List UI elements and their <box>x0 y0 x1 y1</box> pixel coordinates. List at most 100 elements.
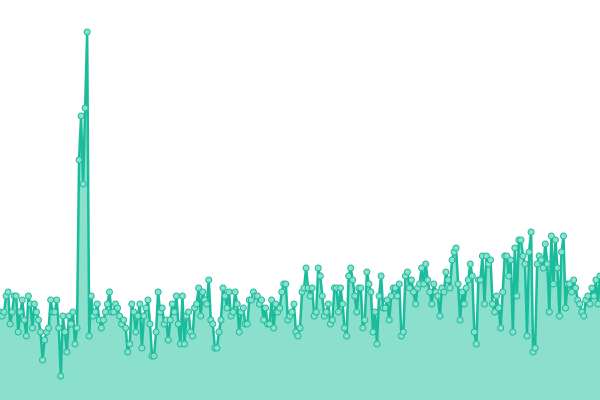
data-point <box>243 320 251 328</box>
data-point <box>114 304 122 312</box>
data-point <box>361 316 369 324</box>
data-point <box>444 276 452 284</box>
data-point <box>77 112 85 120</box>
data-point <box>158 304 166 312</box>
data-point <box>580 312 588 320</box>
data-point <box>180 340 188 348</box>
data-point <box>418 264 426 272</box>
data-point <box>383 296 391 304</box>
data-point <box>59 312 67 320</box>
data-point <box>491 308 499 316</box>
data-point <box>487 256 495 264</box>
data-point <box>353 308 361 316</box>
data-point <box>470 328 478 336</box>
data-point <box>493 292 501 300</box>
data-point <box>85 332 93 340</box>
data-point <box>57 372 65 380</box>
data-point <box>428 300 436 308</box>
data-point <box>448 256 456 264</box>
data-point <box>430 280 438 288</box>
data-point <box>130 308 138 316</box>
data-point <box>489 300 497 308</box>
data-point <box>462 284 470 292</box>
data-point <box>549 280 557 288</box>
data-point <box>424 276 432 284</box>
data-point <box>91 308 99 316</box>
data-point <box>30 300 38 308</box>
data-point <box>116 312 124 320</box>
data-point <box>174 320 182 328</box>
data-point <box>79 180 87 188</box>
data-point <box>517 236 525 244</box>
data-point <box>253 292 261 300</box>
data-point <box>229 308 237 316</box>
data-point <box>572 284 580 292</box>
data-point <box>39 356 47 364</box>
data-point <box>73 324 81 332</box>
data-point <box>513 292 521 300</box>
data-point <box>124 348 132 356</box>
data-point <box>373 340 381 348</box>
data-point <box>339 300 347 308</box>
data-point <box>302 264 310 272</box>
data-point <box>87 292 95 300</box>
data-point <box>166 316 174 324</box>
data-point <box>318 292 326 300</box>
data-point <box>422 260 430 268</box>
data-point <box>69 308 77 316</box>
data-point <box>363 268 371 276</box>
data-point <box>8 308 16 316</box>
data-point <box>543 260 551 268</box>
data-point <box>170 308 178 316</box>
data-point <box>405 284 413 292</box>
data-point <box>531 344 539 352</box>
data-point <box>391 284 399 292</box>
data-point <box>257 296 265 304</box>
data-point <box>288 308 296 316</box>
data-point <box>247 296 255 304</box>
data-point <box>81 104 89 112</box>
data-point <box>452 244 460 252</box>
data-point <box>308 284 316 292</box>
data-point <box>393 292 401 300</box>
data-point <box>99 316 107 324</box>
data-point <box>395 280 403 288</box>
data-point <box>566 280 574 288</box>
data-point <box>32 308 40 316</box>
data-point <box>178 292 186 300</box>
data-point <box>28 324 36 332</box>
data-point <box>24 292 32 300</box>
data-point <box>142 304 150 312</box>
data-point <box>110 308 118 316</box>
data-point <box>217 316 225 324</box>
data-point <box>154 288 162 296</box>
data-point <box>403 268 411 276</box>
data-point <box>122 324 130 332</box>
data-point <box>359 324 367 332</box>
data-point <box>527 228 535 236</box>
data-point <box>185 308 193 316</box>
data-point <box>545 308 553 316</box>
data-point <box>146 320 154 328</box>
data-point <box>436 312 444 320</box>
data-point <box>570 276 578 284</box>
data-point <box>65 312 73 320</box>
data-point <box>521 260 529 268</box>
data-point <box>172 292 180 300</box>
data-point <box>101 308 109 316</box>
data-point <box>268 296 276 304</box>
data-point <box>412 300 420 308</box>
data-point <box>557 248 565 256</box>
data-point <box>168 300 176 308</box>
data-point <box>197 312 205 320</box>
data-point <box>221 292 229 300</box>
data-point <box>337 284 345 292</box>
data-point <box>97 324 105 332</box>
data-point <box>4 288 12 296</box>
data-point <box>233 300 241 308</box>
data-point <box>341 324 349 332</box>
data-point <box>213 344 221 352</box>
data-point <box>407 276 415 284</box>
data-point <box>164 336 172 344</box>
